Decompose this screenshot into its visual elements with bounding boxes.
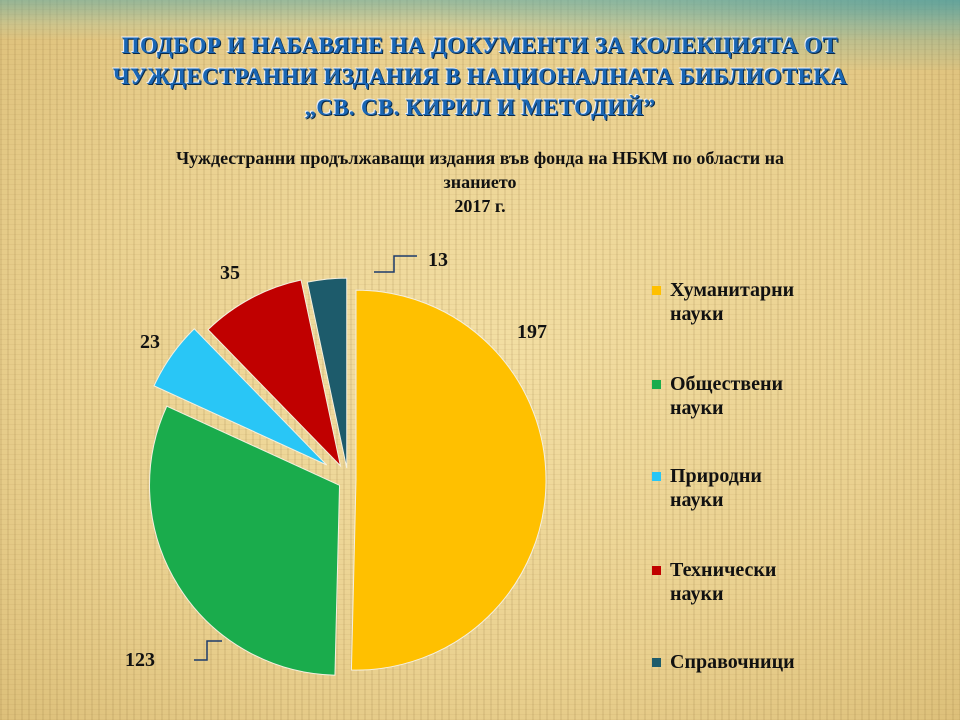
chart-title-line-3: 2017 г. bbox=[454, 196, 506, 216]
legend-label-4: Справочници bbox=[670, 651, 795, 673]
pie-slice-1 bbox=[149, 405, 341, 676]
legend-swatch-1 bbox=[652, 380, 661, 389]
legend-item-4: Справочници bbox=[652, 650, 870, 674]
data-label-2: 23 bbox=[140, 331, 160, 353]
data-label-0: 197 bbox=[517, 321, 547, 343]
top-right-decoration bbox=[440, 0, 960, 70]
legend-label-3-line-2: науки bbox=[670, 583, 724, 605]
slide-title-line-1: ПОДБОР И НАБАВЯНЕ НА ДОКУМЕНТИ ЗА КОЛЕКЦ… bbox=[121, 33, 839, 58]
legend-label-1: Обществени bbox=[670, 373, 783, 395]
pie-slice-4 bbox=[306, 277, 348, 469]
pie-slice-2 bbox=[153, 328, 328, 466]
legend-swatch-3 bbox=[652, 566, 661, 575]
legend-label-0: Хуманитарни bbox=[670, 279, 795, 301]
chart-title-line-2: знанието bbox=[443, 172, 517, 192]
legend-label-3: Технически bbox=[670, 559, 777, 581]
data-label-4: 13 bbox=[428, 249, 448, 271]
slide-title-line-3: „СВ. СВ. КИРИЛ И МЕТОДИЙ” bbox=[304, 95, 656, 120]
legend-item-0: Хуманитарни науки bbox=[652, 278, 870, 326]
legend-item-2: Природни науки bbox=[652, 464, 870, 512]
chart-title: Чуждестранни продължаващи издания във фо… bbox=[40, 146, 920, 218]
data-label-1: 123 bbox=[125, 649, 155, 671]
slide-title-line-2: ЧУЖДЕСТРАННИ ИЗДАНИЯ В НАЦИОНАЛНАТА БИБЛ… bbox=[112, 64, 848, 89]
legend-label-1-line-2: науки bbox=[670, 397, 724, 419]
legend-label-2: Природни bbox=[670, 465, 762, 487]
leader-line-4 bbox=[374, 255, 417, 273]
legend-label-0-line-2: науки bbox=[670, 303, 724, 325]
legend-swatch-2 bbox=[652, 472, 661, 481]
legend-swatch-0 bbox=[652, 286, 661, 295]
pie-slice-0 bbox=[350, 289, 547, 671]
leader-line-1 bbox=[194, 640, 222, 661]
legend-swatch-4 bbox=[652, 658, 661, 667]
slide-title: ПОДБОР И НАБАВЯНЕ НА ДОКУМЕНТИ ЗА КОЛЕКЦ… bbox=[40, 30, 920, 123]
legend-item-3: Технически науки bbox=[652, 558, 870, 606]
legend-label-2-line-2: науки bbox=[670, 489, 724, 511]
data-label-3: 35 bbox=[220, 262, 240, 284]
chart-title-line-1: Чуждестранни продължаващи издания във фо… bbox=[175, 148, 785, 168]
pie-slice-3 bbox=[207, 279, 342, 468]
legend-item-1: Обществени науки bbox=[652, 372, 870, 420]
